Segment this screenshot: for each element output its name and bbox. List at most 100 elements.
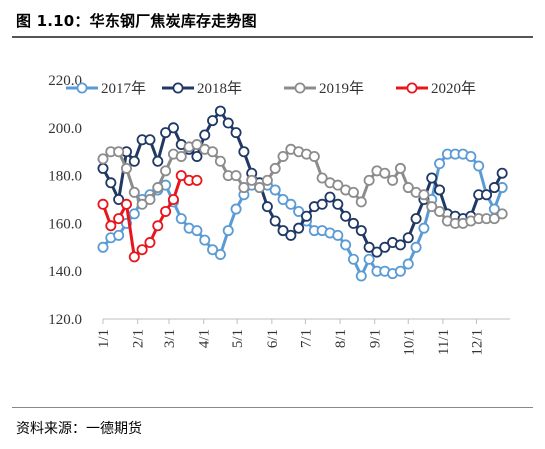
series-2019年	[97, 139, 508, 229]
x-tick-label: 4/1	[197, 329, 213, 348]
data-point	[488, 182, 500, 194]
data-point	[230, 127, 242, 139]
data-point	[261, 201, 273, 213]
data-point	[308, 150, 320, 162]
title-rule	[12, 36, 533, 38]
data-point	[332, 198, 344, 210]
data-point	[97, 241, 109, 253]
data-point	[160, 165, 172, 177]
data-point	[277, 225, 289, 237]
data-point	[199, 234, 211, 246]
data-point	[128, 186, 140, 198]
data-point	[277, 150, 289, 162]
data-point	[214, 248, 226, 260]
source-rule	[12, 407, 533, 408]
data-point	[347, 217, 359, 229]
data-point	[465, 150, 477, 162]
data-point	[128, 208, 140, 220]
data-point	[207, 115, 219, 127]
y-tick-label: 220.0	[48, 73, 82, 89]
data-point	[363, 241, 375, 253]
data-point	[293, 222, 305, 234]
legend-entry: 2019年	[284, 80, 364, 97]
data-point	[418, 189, 430, 201]
source-note: 资料来源：一德期货	[16, 421, 142, 437]
data-point	[246, 174, 258, 186]
data-point	[269, 184, 281, 196]
x-tick-label: 5/1	[230, 329, 246, 348]
data-point	[316, 172, 328, 184]
data-point	[488, 213, 500, 225]
data-point	[481, 189, 493, 201]
data-point	[160, 205, 172, 217]
data-point	[113, 146, 125, 158]
data-point	[426, 172, 438, 184]
data-point	[402, 182, 414, 194]
data-point	[285, 229, 297, 241]
data-point	[434, 205, 446, 217]
data-point	[394, 162, 406, 174]
data-point	[410, 213, 422, 225]
y-tick-label: 160.0	[48, 216, 82, 232]
data-point	[379, 167, 391, 179]
data-point	[120, 198, 132, 210]
data-point	[191, 139, 203, 151]
data-point	[347, 253, 359, 265]
data-point	[113, 229, 125, 241]
x-tick-label: 11/1	[436, 329, 452, 355]
x-tick-label: 12/1	[469, 329, 485, 356]
data-point	[191, 225, 203, 237]
data-point	[426, 201, 438, 213]
data-point	[293, 205, 305, 217]
y-tick-label: 120.0	[48, 312, 82, 328]
legend-swatch-marker	[76, 82, 88, 94]
data-point	[324, 191, 336, 203]
data-point	[136, 198, 148, 210]
data-point	[402, 258, 414, 270]
data-point	[152, 182, 164, 194]
data-point	[347, 186, 359, 198]
data-point	[113, 193, 125, 205]
x-tick-label: 2/1	[131, 329, 147, 348]
data-point	[152, 155, 164, 167]
data-point	[105, 177, 117, 189]
x-tick-label: 7/1	[298, 329, 314, 348]
data-point	[355, 270, 367, 282]
y-tick-label: 140.0	[48, 264, 82, 280]
legend-label: 2017年	[101, 80, 146, 97]
data-point	[136, 244, 148, 256]
data-point	[175, 150, 187, 162]
chart-legend: 2017年 2018年 2019年 2020年	[66, 80, 476, 97]
data-point	[355, 225, 367, 237]
data-point	[254, 182, 266, 194]
data-point	[332, 229, 344, 241]
data-point	[97, 198, 109, 210]
data-point	[230, 203, 242, 215]
data-point	[379, 241, 391, 253]
legend-swatch-marker	[172, 82, 184, 94]
data-point	[175, 213, 187, 225]
data-point	[300, 210, 312, 222]
data-point	[473, 160, 485, 172]
data-point	[167, 122, 179, 134]
data-point	[363, 253, 375, 265]
data-point	[394, 265, 406, 277]
x-tick-label: 1/1	[96, 329, 112, 348]
series-2020年	[97, 170, 203, 263]
data-point	[128, 155, 140, 167]
data-point	[238, 146, 250, 158]
x-tick-label: 9/1	[368, 329, 384, 348]
legend-label: 2020年	[431, 80, 476, 97]
data-point	[269, 215, 281, 227]
data-point	[269, 162, 281, 174]
data-point	[160, 127, 172, 139]
figure-title: 图 1.10：华东钢厂焦炭库存走势图	[16, 12, 257, 30]
data-point	[167, 193, 179, 205]
x-tick-label: 3/1	[162, 329, 178, 348]
data-point	[340, 210, 352, 222]
chart-series	[97, 105, 508, 282]
data-point	[238, 182, 250, 194]
data-point	[371, 246, 383, 258]
data-point	[285, 198, 297, 210]
data-point	[214, 105, 226, 117]
